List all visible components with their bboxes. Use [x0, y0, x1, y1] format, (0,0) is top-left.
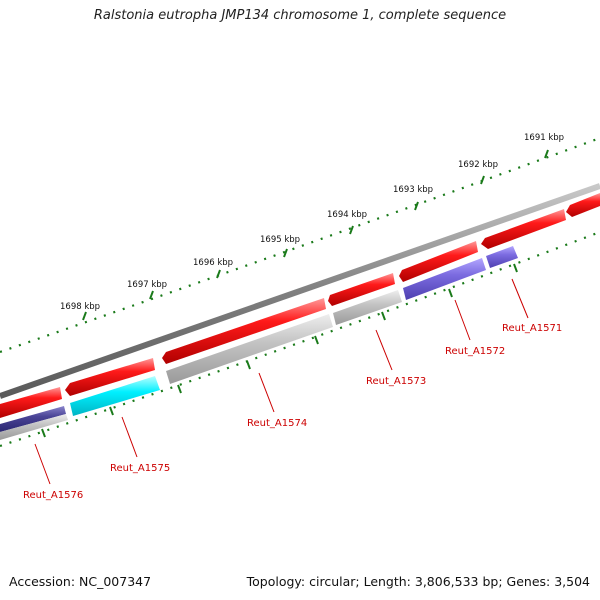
gene-forward-1 — [566, 193, 600, 217]
accession-text: Accession: NC_007347 — [9, 574, 152, 589]
gene-Reut_A1576-tail — [0, 414, 68, 440]
leader-Reut_A1576 — [34, 443, 51, 485]
kbp-label-1693: 1693 kbp — [393, 185, 433, 195]
forward-strand-genes — [0, 193, 600, 418]
gene-leader-lines — [34, 278, 529, 485]
gene-Reut_A1576 — [0, 406, 66, 432]
kbp-tick-1693 — [414, 201, 419, 211]
kbp-tick-1698 — [82, 311, 87, 321]
gene-label-Reut_A1575: Reut_A1575 — [110, 463, 170, 474]
kbp-inner-tick-b — [448, 288, 453, 298]
kbp-label-1697: 1697 kbp — [127, 280, 167, 290]
kbp-inner-tick-d — [314, 335, 319, 345]
chromosome-backbone — [0, 183, 600, 399]
kbp-inner-tick-g — [109, 406, 114, 416]
gene-Reut_A1575 — [70, 376, 160, 416]
kbp-inner-tick-c — [381, 311, 386, 321]
kbp-tick-1694 — [349, 225, 354, 235]
kbp-inner-tick-h — [41, 428, 46, 438]
gene-forward-6 — [65, 358, 155, 396]
gene-label-Reut_A1576: Reut_A1576 — [23, 490, 83, 501]
gene-label-Reut_A1574: Reut_A1574 — [247, 418, 307, 429]
gene-Reut_A1573 — [333, 290, 402, 325]
kbp-ruler-inner — [0, 230, 600, 448]
map-title: Ralstonia eutropha JMP134 chromosome 1, … — [93, 8, 507, 23]
leader-Reut_A1572 — [454, 299, 471, 341]
leader-Reut_A1574 — [258, 372, 275, 413]
gene-forward-5 — [162, 298, 326, 364]
kbp-tick-1696 — [216, 269, 221, 279]
leader-Reut_A1575 — [121, 416, 138, 458]
kbp-label-1694: 1694 kbp — [327, 210, 367, 220]
gene-Reut_A1574 — [166, 314, 333, 384]
leader-Reut_A1573 — [375, 329, 393, 371]
kbp-inner-tick-f — [177, 384, 182, 394]
kbp-label-1695: 1695 kbp — [260, 235, 300, 245]
gene-forward-3 — [399, 241, 478, 282]
gene-forward-4 — [328, 273, 395, 306]
gene-forward-2 — [481, 209, 566, 249]
gene-label-Reut_A1571: Reut_A1571 — [502, 323, 562, 334]
gene-label-Reut_A1573: Reut_A1573 — [366, 376, 426, 387]
gene-forward-7 — [0, 387, 62, 418]
kbp-ruler-outer — [0, 136, 600, 354]
kbp-label-1691: 1691 kbp — [524, 133, 564, 143]
kbp-tick-1695 — [283, 248, 288, 258]
gene-Reut_A1572 — [403, 258, 486, 300]
leader-Reut_A1571 — [511, 278, 529, 319]
genome-summary-text: Topology: circular; Length: 3,806,533 bp… — [246, 574, 590, 589]
kbp-inner-tick-a — [513, 263, 518, 273]
reverse-strand-genes — [0, 246, 518, 440]
kbp-label-1698: 1698 kbp — [60, 302, 100, 312]
kbp-inner-major-ticks — [41, 263, 518, 438]
kbp-major-ticks — [82, 149, 549, 321]
kbp-tick-1692 — [480, 175, 485, 185]
kbp-label-1692: 1692 kbp — [458, 160, 498, 170]
gene-Reut_A1571 — [486, 246, 518, 268]
kbp-label-1696: 1696 kbp — [193, 258, 233, 268]
kbp-inner-tick-e — [246, 360, 251, 370]
kbp-tick-1697 — [149, 290, 154, 300]
gene-label-Reut_A1572: Reut_A1572 — [445, 346, 505, 357]
kbp-tick-1691 — [544, 149, 549, 159]
